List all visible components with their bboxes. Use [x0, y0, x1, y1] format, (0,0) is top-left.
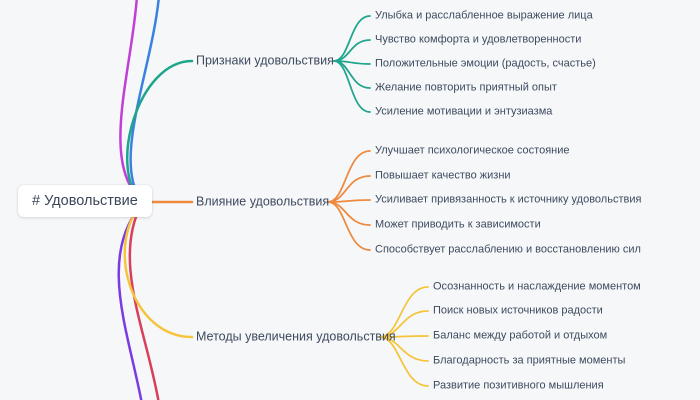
branch1-child-node-5[interactable]: Усиление мотивации и энтузиазма — [375, 105, 553, 118]
branch1-child-node-1[interactable]: Улыбка и расслабленное выражение лица — [375, 9, 593, 22]
branch3-child-node-3[interactable]: Баланс между работой и отдыхом — [433, 329, 608, 342]
branch1-child-node-2[interactable]: Чувство комфорта и удовлетворенности — [375, 33, 582, 46]
root-node-label: # Удовольствие — [32, 193, 138, 209]
link-branch2-child5 — [327, 201, 371, 251]
branch3-child-node-5[interactable]: Развитие позитивного мышления — [433, 379, 604, 392]
branch3-child-node-4[interactable]: Благодарность за приятные моменты — [433, 354, 626, 367]
branch3-child-node-2[interactable]: Поиск новых источников радости — [433, 304, 603, 317]
link-root-to-branch-3 — [123, 202, 194, 339]
link-root-to-offscreen-top-blue — [129, 0, 160, 202]
branch-3-child-links — [379, 286, 429, 387]
branch2-child-node-5[interactable]: Способствует расслаблению и восстановлен… — [375, 243, 641, 256]
link-branch1-child5 — [333, 60, 371, 113]
link-root-to-offscreen-top-magenta — [119, 0, 143, 202]
root-node[interactable]: # Удовольствие — [18, 185, 152, 217]
branch-node-1[interactable]: Признаки удовольствия — [196, 53, 334, 68]
branch-node-3[interactable]: Методы увеличения удовольствия — [196, 329, 396, 344]
link-root-to-branch-1 — [126, 59, 194, 203]
branch2-child-node-2[interactable]: Повышает качество жизни — [375, 169, 511, 182]
link-branch2-child2 — [327, 175, 371, 203]
link-branch3-child5 — [379, 336, 429, 387]
branch1-child-node-3[interactable]: Положительные эмоции (радость, счастье) — [375, 57, 596, 70]
branch1-child-node-4[interactable]: Желание повторить приятный опыт — [375, 81, 557, 94]
branch2-child-node-4[interactable]: Может приводить к зависимости — [375, 218, 541, 231]
branch-1-child-links — [333, 15, 371, 113]
branch3-child-node-1[interactable]: Осознанность и наслаждение моментом — [433, 280, 641, 293]
branch-2-child-links — [327, 150, 371, 251]
link-branch1-child1 — [333, 15, 371, 62]
branch2-child-node-1[interactable]: Улучшает психологическое состояние — [375, 144, 570, 157]
link-branch1-child4 — [333, 60, 371, 89]
branch-node-2[interactable]: Влияние удовольствия — [196, 194, 330, 209]
branch2-child-node-3[interactable]: Усиливает привязанность к источнику удов… — [375, 193, 642, 206]
